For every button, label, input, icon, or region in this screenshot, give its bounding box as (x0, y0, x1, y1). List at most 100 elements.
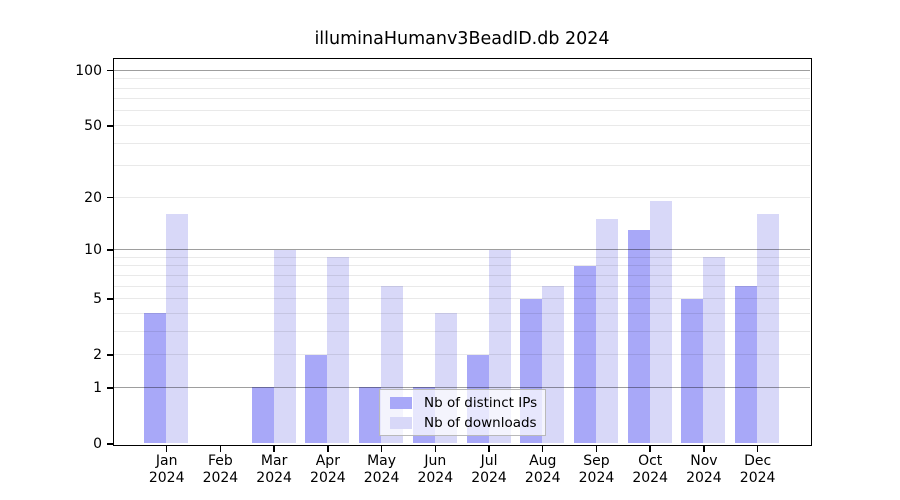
bar-downloads (166, 214, 189, 444)
gridline-minor (113, 354, 810, 356)
x-tick-month: Dec (744, 453, 772, 469)
bar-distinct-ips (627, 230, 650, 444)
gridline-minor (113, 78, 810, 80)
y-axis-tick-label: 5 (93, 291, 102, 308)
y-axis-tick (106, 249, 113, 251)
x-axis-tick-label: Aug 2024 (511, 453, 575, 487)
x-axis-tick (219, 445, 222, 452)
x-tick-month: Oct (638, 453, 663, 469)
x-axis-tick (541, 445, 544, 452)
x-tick-year: 2024 (632, 470, 668, 486)
bar-distinct-ips (144, 313, 167, 444)
bar-downloads (595, 219, 618, 444)
legend-swatch-downloads (390, 416, 412, 429)
x-axis-tick-label: May 2024 (350, 453, 414, 487)
x-tick-year: 2024 (417, 470, 454, 486)
gridline-minor (113, 98, 810, 100)
x-tick-month: Aug (529, 453, 557, 469)
x-tick-month: Jan (155, 453, 178, 469)
gridline-minor (113, 165, 810, 167)
bar-downloads (703, 257, 726, 444)
gridline-minor (113, 196, 810, 198)
x-axis-tick-label: Feb 2024 (188, 453, 252, 487)
gridline-major (113, 69, 810, 71)
legend-label-downloads: Nb of downloads (424, 414, 537, 431)
bar-downloads (542, 286, 565, 444)
bar-distinct-ips (735, 286, 758, 444)
x-tick-month: May (367, 453, 397, 469)
x-tick-year: 2024 (578, 470, 615, 486)
x-axis-tick-label: Mar 2024 (242, 453, 306, 487)
x-tick-year: 2024 (739, 470, 776, 486)
gridline-minor (113, 285, 810, 287)
x-axis-tick (703, 445, 705, 452)
x-tick-month: Nov (690, 453, 718, 469)
legend-item-downloads: Nb of downloads (390, 413, 545, 433)
gridline-minor (113, 110, 810, 112)
x-axis-tick (273, 445, 275, 452)
y-axis-tick (106, 196, 113, 199)
x-axis-tick (595, 445, 598, 452)
y-axis-tick-label: 10 (84, 242, 102, 259)
x-tick-year: 2024 (363, 470, 400, 486)
x-tick-year: 2024 (202, 470, 239, 486)
gridline-minor (113, 312, 810, 314)
y-axis-tick-label: 50 (84, 117, 102, 134)
x-axis-tick-label: Jul 2024 (457, 453, 521, 487)
y-axis-tick (106, 443, 113, 445)
x-tick-month: Jul (480, 453, 498, 469)
gridline-major (113, 249, 810, 251)
x-axis-tick-label: Oct 2024 (618, 453, 682, 487)
y-axis-tick (106, 298, 113, 300)
x-tick-year: 2024 (524, 470, 561, 486)
plot-area (112, 57, 812, 446)
y-axis-tick (106, 69, 113, 72)
x-axis-tick (327, 445, 329, 452)
gridline-minor (113, 124, 810, 126)
bar-distinct-ips (573, 265, 596, 444)
bar-downloads (273, 249, 296, 444)
x-axis-tick-label: Jan 2024 (135, 453, 199, 487)
bar-distinct-ips (359, 387, 382, 444)
legend-swatch-distinct-ips (390, 396, 412, 409)
gridline-minor (113, 87, 810, 89)
gridline-major (113, 386, 810, 388)
x-tick-year: 2024 (471, 470, 507, 486)
x-tick-month: Feb (208, 453, 233, 469)
bar-downloads (757, 214, 780, 444)
y-axis-tick-label: 100 (75, 62, 102, 79)
x-axis-tick-label: Nov 2024 (672, 453, 736, 487)
x-axis-tick (488, 445, 490, 452)
y-axis-tick (106, 387, 113, 389)
legend-item-distinct-ips: Nb of distinct IPs (390, 393, 545, 413)
x-axis-tick-label: Dec 2024 (726, 453, 790, 487)
bar-downloads (649, 201, 672, 444)
x-tick-month: Mar (260, 453, 288, 469)
x-tick-month: Apr (315, 453, 340, 469)
x-tick-month: Sep (583, 453, 610, 469)
x-tick-year: 2024 (256, 470, 292, 486)
y-axis-tick (106, 125, 113, 127)
chart-title: illuminaHumanv3BeadID.db 2024 (314, 29, 610, 49)
bar-distinct-ips (681, 298, 704, 444)
y-axis-tick-label: 20 (84, 189, 102, 206)
x-axis-tick-label: Jun 2024 (403, 453, 467, 487)
legend: Nb of distinct IPs Nb of downloads (379, 389, 546, 436)
x-axis-tick (756, 445, 759, 452)
legend-label-distinct-ips: Nb of distinct IPs (424, 394, 538, 411)
x-tick-year: 2024 (148, 470, 185, 486)
y-axis-tick-label: 1 (93, 379, 102, 396)
gridline-minor (113, 265, 810, 267)
gridline-minor (113, 274, 810, 276)
bar-distinct-ips (251, 387, 274, 444)
y-axis-tick (106, 354, 113, 356)
plot-inner (113, 59, 810, 444)
gridline-minor (113, 256, 810, 258)
x-axis-tick-label: Apr 2024 (296, 453, 360, 487)
gridline-minor (113, 298, 810, 300)
x-axis-tick (165, 445, 168, 452)
x-tick-year: 2024 (686, 470, 722, 486)
gridline-minor (113, 142, 810, 144)
y-axis-tick-label: 0 (93, 436, 102, 452)
